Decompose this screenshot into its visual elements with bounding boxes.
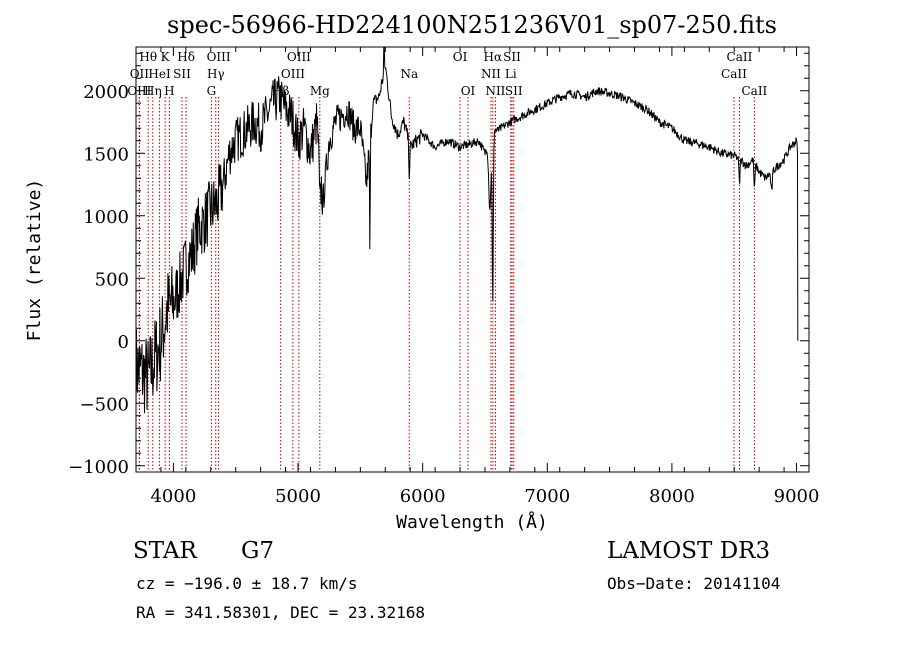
marker-label: OIII — [281, 67, 305, 81]
x-axis-ticks: 4000 5000 6000 7000 8000 9000 — [135, 47, 820, 507]
coordinates-text: RA = 341.58301, DEC = 23.32168 — [136, 603, 425, 622]
x-tick-label: 7000 — [524, 486, 570, 507]
marker-label: CaII — [727, 50, 753, 64]
line-markers — [138, 97, 755, 472]
chart-title: spec-56966-HD224100N251236V01_sp07-250.f… — [167, 11, 777, 39]
object-subclass: G7 — [241, 538, 275, 564]
y-axis-ticks: −1000 −500 0 500 1000 1500 2000 — [68, 52, 809, 478]
marker-label: OI — [453, 50, 468, 64]
obs-date-text: Obs−Date: 20141104 — [607, 574, 781, 593]
marker-label: Hγ — [207, 67, 225, 81]
marker-label: OI — [461, 84, 476, 98]
y-axis-label: Flux (relative) — [24, 179, 45, 342]
marker-label: SII — [173, 67, 191, 81]
marker-label: G — [207, 84, 217, 98]
x-tick-label: 9000 — [774, 486, 820, 507]
marker-label: H — [164, 84, 174, 98]
x-tick-label: 4000 — [150, 486, 196, 507]
marker-label: CaII — [721, 67, 747, 81]
y-tick-label: 1500 — [83, 144, 129, 165]
x-axis-label: Wavelength (Å) — [396, 511, 548, 533]
marker-label: SII — [503, 50, 521, 64]
survey-name: LAMOST DR3 — [607, 538, 771, 564]
marker-label: Hα — [484, 50, 503, 64]
x-tick-label: 8000 — [649, 486, 695, 507]
marker-label: Mg — [310, 84, 330, 98]
y-tick-label: −1000 — [68, 457, 129, 478]
plot-frame — [135, 46, 810, 473]
marker-label: Hθ — [139, 50, 157, 64]
marker-label: CaII — [741, 84, 767, 98]
marker-label: Hδ — [177, 50, 195, 64]
y-tick-label: 500 — [95, 269, 129, 290]
marker-label: OII — [130, 67, 150, 81]
x-tick-label: 5000 — [275, 486, 321, 507]
marker-label: OIII — [207, 50, 231, 64]
marker-label: Hη — [144, 84, 162, 98]
marker-label: HeI — [148, 67, 171, 81]
y-tick-label: 2000 — [83, 82, 129, 103]
spectrum-line — [135, 46, 799, 414]
marker-label: NII — [485, 84, 505, 98]
marker-label: SII — [505, 84, 523, 98]
marker-label: OIII — [287, 50, 311, 64]
marker-label: K — [161, 50, 171, 64]
y-tick-label: 0 — [118, 332, 129, 353]
x-tick-label: 6000 — [400, 486, 446, 507]
object-class: STAR — [133, 538, 197, 564]
y-tick-label: 1000 — [83, 207, 129, 228]
marker-label: NII — [481, 67, 501, 81]
y-tick-label: −500 — [80, 394, 129, 415]
marker-label: Na — [400, 67, 418, 81]
marker-label: Li — [505, 67, 517, 81]
redshift-text: cz = −196.0 ± 18.7 km/s — [136, 574, 358, 593]
